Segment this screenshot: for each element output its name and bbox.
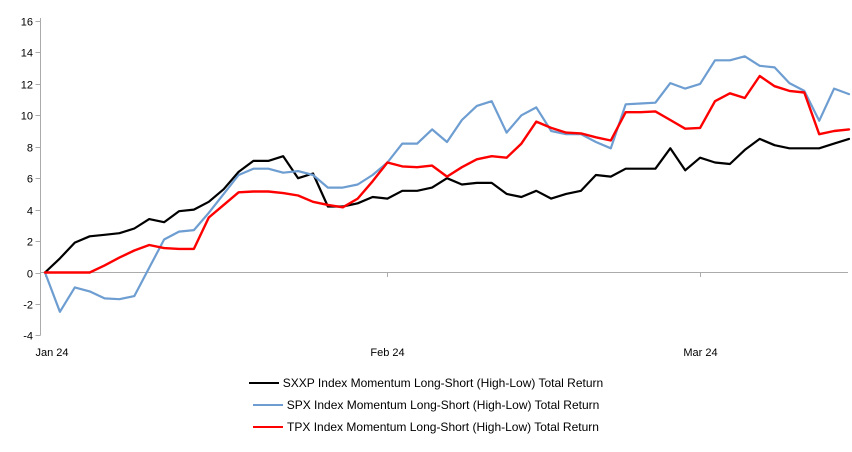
series-line-2	[43, 74, 851, 274]
series-line-1	[43, 55, 851, 313]
chart-legend: SXXP Index Momentum Long-Short (High-Low…	[0, 372, 852, 438]
sxxp-line-swatch-icon	[248, 382, 279, 384]
y-tick-label: 10	[21, 111, 33, 123]
y-tick-label: 14	[21, 48, 33, 60]
y-tick-label: 0	[27, 269, 33, 281]
spx-line-swatch-icon	[252, 404, 283, 406]
legend-label-tpx: TPX Index Momentum Long-Short (High-Low)…	[287, 420, 599, 434]
y-tick-label: -4	[23, 331, 33, 343]
legend-label-spx: SPX Index Momentum Long-Short (High-Low)…	[286, 398, 600, 412]
y-tick-label: 12	[21, 80, 33, 92]
y-tick-label: 16	[21, 17, 33, 29]
x-tick-label: Jan 24	[35, 347, 68, 359]
x-tick-label: Feb 24	[370, 347, 404, 359]
y-tick-label: 6	[27, 174, 33, 186]
y-tick-label: 4	[27, 206, 33, 218]
legend-item-tpx: TPX Index Momentum Long-Short (High-Low)…	[253, 416, 599, 438]
legend-item-sxxp: SXXP Index Momentum Long-Short (High-Low…	[248, 372, 604, 394]
tpx-line-swatch-icon	[253, 426, 284, 428]
series-line-0	[43, 137, 851, 274]
y-axis: 16 14 12 10 8 6 4 2 0 -2 -4	[21, 17, 41, 343]
y-tick-label: 2	[27, 237, 33, 249]
x-axis: Jan 24 Feb 24 Mar 24	[35, 272, 718, 359]
legend-label-sxxp: SXXP Index Momentum Long-Short (High-Low…	[282, 376, 604, 390]
legend-item-spx: SPX Index Momentum Long-Short (High-Low)…	[252, 394, 600, 416]
y-tick-label: 8	[27, 143, 33, 155]
x-tick-label: Mar 24	[683, 347, 717, 359]
y-tick-label: -2	[23, 300, 33, 312]
